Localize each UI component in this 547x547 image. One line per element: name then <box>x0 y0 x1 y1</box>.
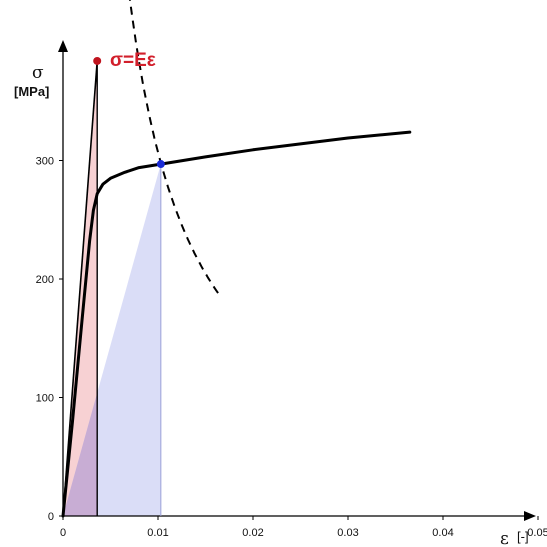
x-tick-label: 0.03 <box>337 527 358 539</box>
x-axis-unit: [-] <box>517 529 529 544</box>
y-axis-arrow <box>58 40 68 52</box>
y-tick-label: 300 <box>36 156 54 168</box>
y-axis-unit: [MPa] <box>14 84 49 99</box>
y-tick-label: 200 <box>36 274 54 286</box>
neuber-hyperbola <box>128 0 221 297</box>
hooke-annotation: σ=Eε <box>110 50 156 71</box>
x-tick-label: 0 <box>60 527 66 539</box>
curves <box>61 0 412 518</box>
overlap-fill <box>63 392 98 516</box>
points <box>93 56 165 169</box>
y-tick-label: 0 <box>48 511 54 523</box>
stress-strain-curve <box>61 130 412 518</box>
linear-elastic-line <box>62 60 98 517</box>
axes <box>58 40 539 521</box>
elastic-point <box>93 56 102 65</box>
x-tick-label: 0.02 <box>242 527 263 539</box>
neuber-energy-fill <box>63 164 161 516</box>
x-axis-arrow <box>524 511 536 521</box>
labels: σ [MPa] ε [-] σ=Eε 0 0.01 0.02 0.03 0.04 0.05… <box>14 50 547 547</box>
energy-fills <box>63 60 161 517</box>
y-axis-symbol: σ <box>32 63 44 83</box>
intersection-point <box>156 160 165 169</box>
y-tick-label: 100 <box>36 393 54 405</box>
x-tick-label: 0.01 <box>147 527 168 539</box>
x-tick-label: 0.05 <box>527 527 547 539</box>
x-tick-label: 0.04 <box>432 527 453 539</box>
x-axis-symbol: ε <box>500 529 509 547</box>
